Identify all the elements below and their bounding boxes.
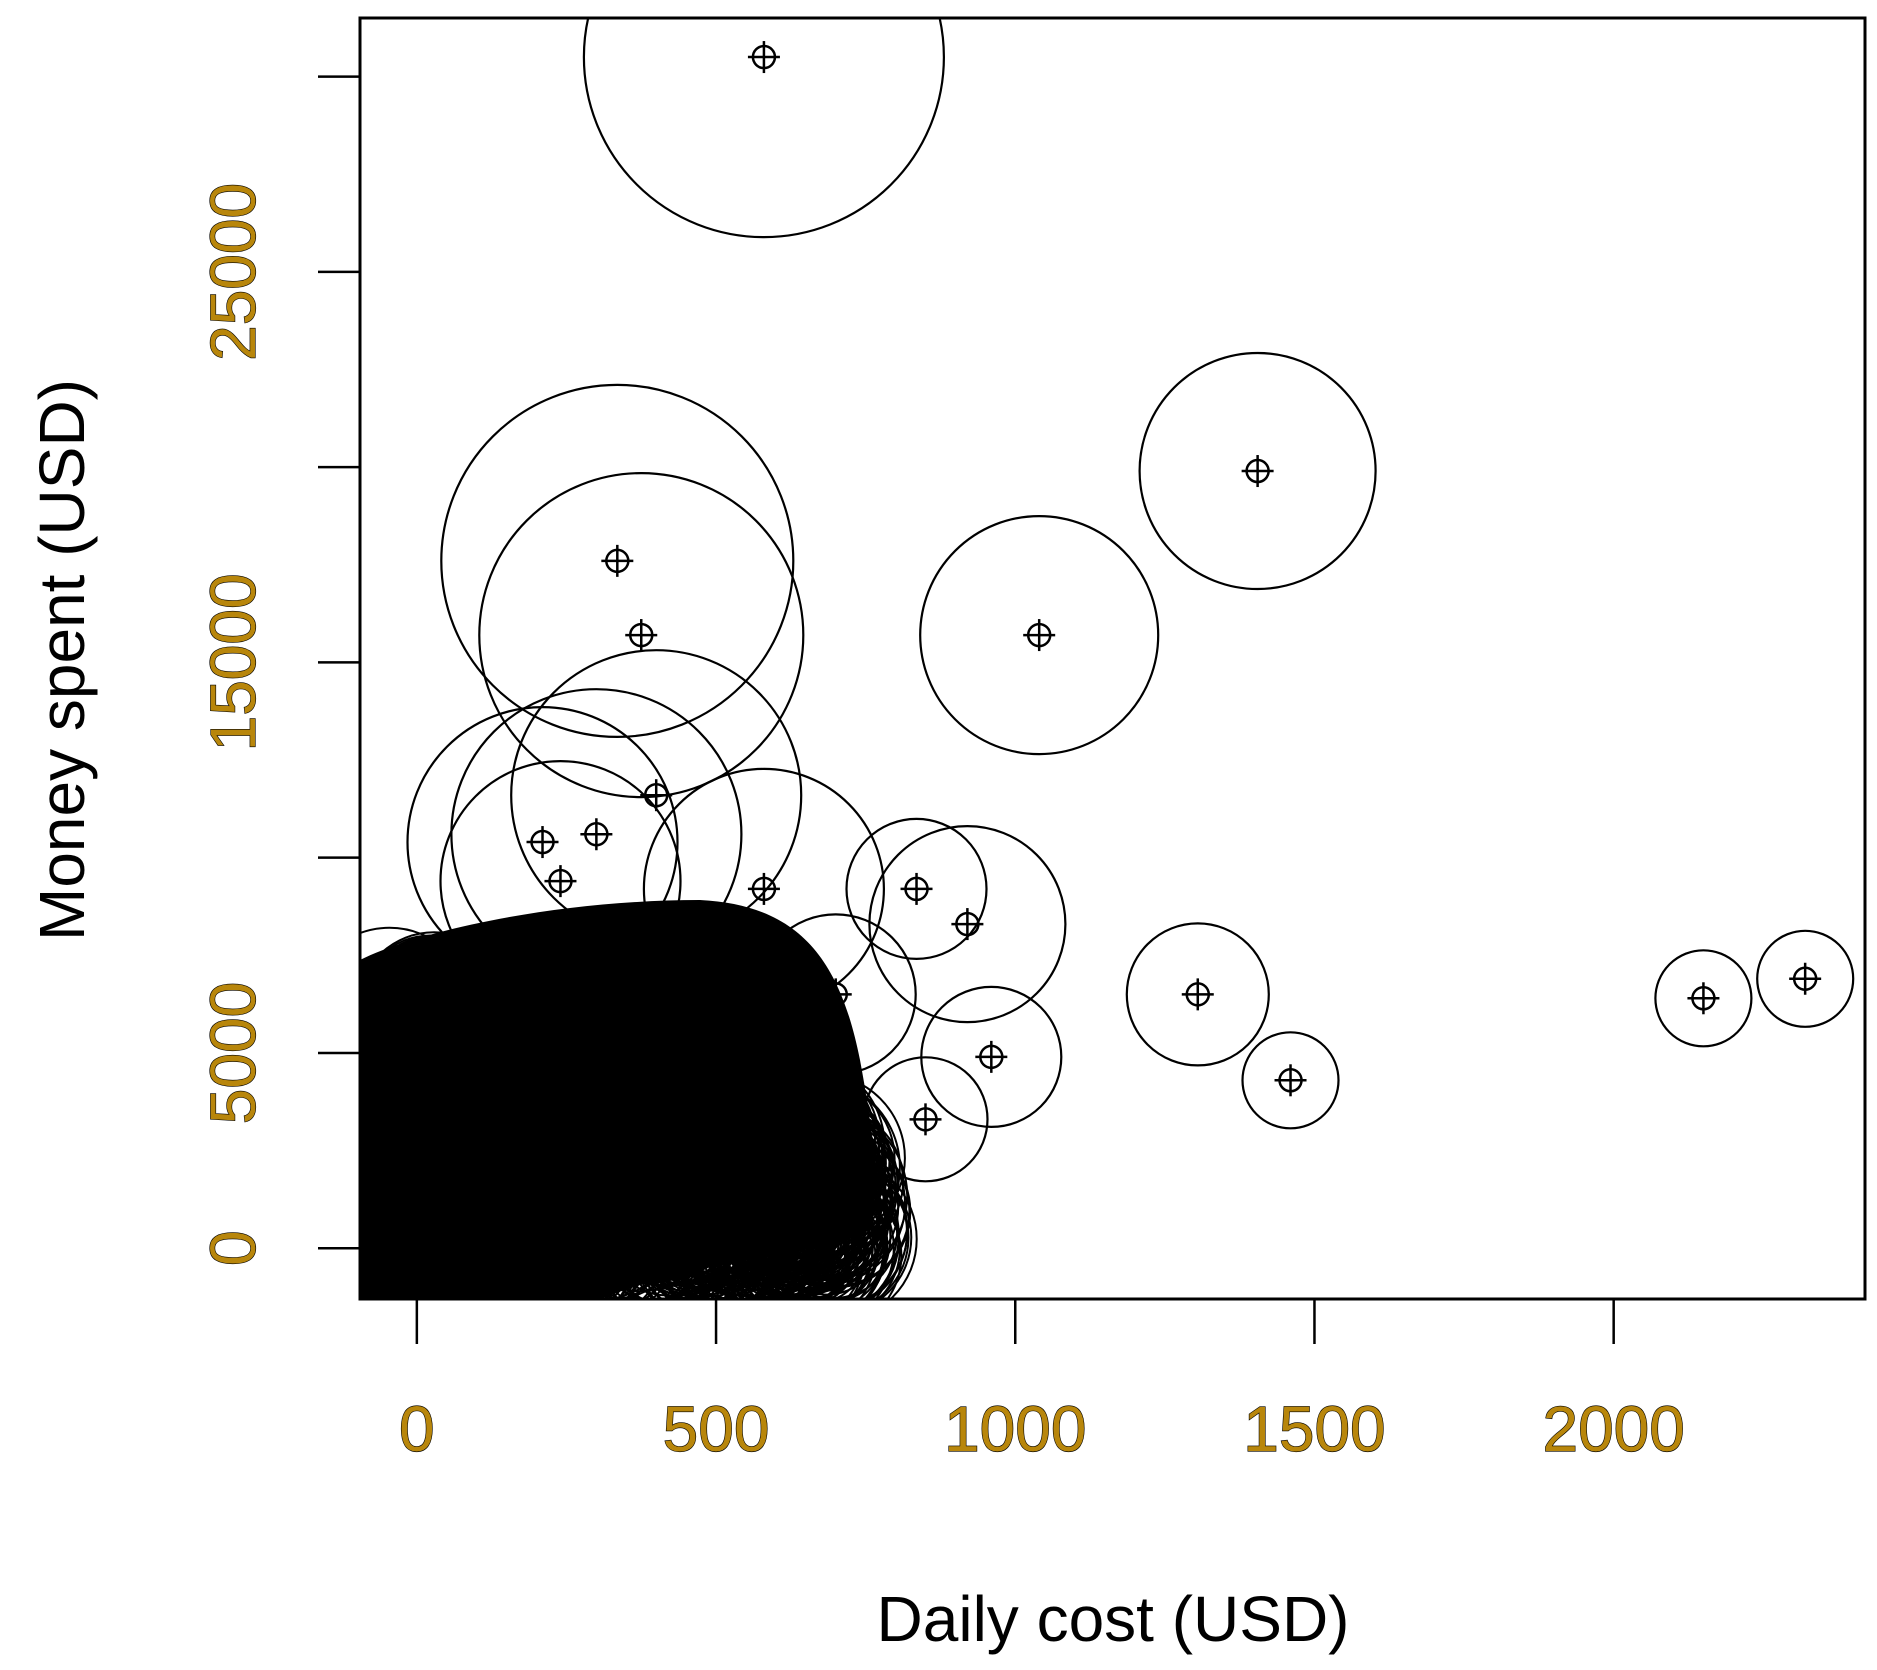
data-point-marker <box>819 978 852 1011</box>
data-point-marker <box>526 826 559 859</box>
data-point-marker <box>975 1040 1008 1073</box>
data-point-circle <box>1654 949 1753 1048</box>
x-axis: 0 500 1000 1500 2000 <box>398 1297 1685 1466</box>
data-point-marker <box>900 872 933 905</box>
data-circles <box>406 18 1855 1183</box>
y-tick-label: 5000 <box>197 982 269 1124</box>
data-point-marker <box>909 1103 942 1136</box>
y-tick-label: 25000 <box>197 183 269 361</box>
data-point-marker <box>747 41 780 74</box>
data-point-circle <box>845 817 988 961</box>
x-tick-label: 2000 <box>1542 1393 1684 1465</box>
data-point-marker <box>625 619 658 652</box>
y-axis-label: Money spent (USD) <box>26 379 98 941</box>
data-point-circle <box>478 471 805 799</box>
data-point-marker <box>1789 962 1822 995</box>
data-point-circle <box>862 1056 989 1183</box>
dense-point-cluster <box>360 900 918 1299</box>
x-tick-label: 0 <box>399 1393 435 1465</box>
data-point-circle <box>450 688 743 981</box>
data-point-marker <box>1181 978 1214 1011</box>
y-tick-label: 15000 <box>197 573 269 751</box>
data-point-marker <box>580 818 613 851</box>
data-point-circle <box>868 824 1067 1024</box>
x-axis-label: Daily cost (USD) <box>877 1583 1350 1655</box>
data-point-circle <box>1756 929 1855 1028</box>
data-point-circle <box>582 18 945 239</box>
data-point-circle <box>642 767 886 1011</box>
data-point-circle <box>439 759 682 1003</box>
data-point-marker <box>640 779 673 812</box>
x-tick-label: 1000 <box>944 1393 1086 1465</box>
data-point-circle <box>754 913 917 1076</box>
data-point-circle <box>1138 351 1377 591</box>
y-tick-label: 0 <box>197 1230 269 1266</box>
data-point-marker <box>1687 982 1720 1015</box>
data-point-marker <box>1023 619 1056 652</box>
dense-cluster-mass <box>360 900 876 1299</box>
x-tick-label: 500 <box>663 1393 770 1465</box>
data-point-marker <box>747 872 780 905</box>
data-point-circle <box>406 705 679 979</box>
data-point-marker <box>951 908 984 941</box>
data-point-marker <box>1241 455 1274 488</box>
data-point-circle <box>440 383 795 739</box>
y-axis: 0 5000 15000 25000 <box>196 75 360 1267</box>
data-point-circle <box>919 514 1160 756</box>
x-tick-label: 1500 <box>1243 1393 1385 1465</box>
data-point-marker <box>601 544 634 577</box>
data-point-circle <box>1125 922 1270 1067</box>
data-markers <box>526 41 1822 1136</box>
data-point-circle <box>1241 1031 1340 1130</box>
data-point-marker <box>1274 1064 1307 1097</box>
data-point-marker <box>544 865 577 898</box>
